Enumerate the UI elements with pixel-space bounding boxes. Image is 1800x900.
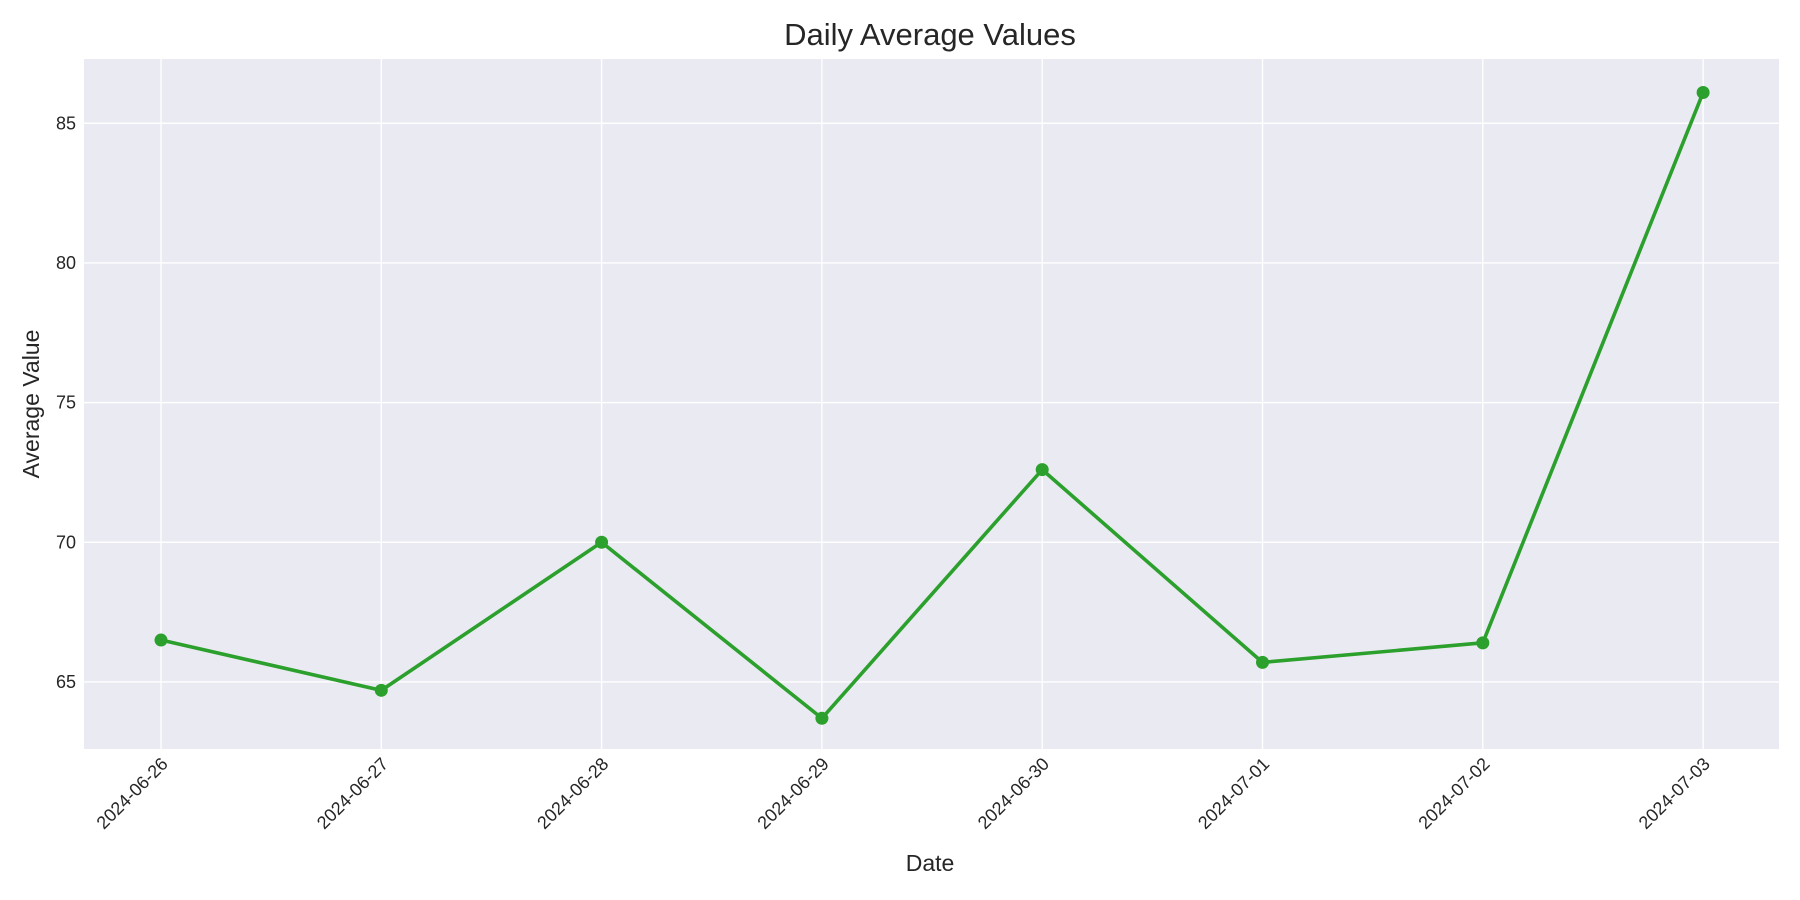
y-tick-label: 70 [56, 532, 76, 552]
vertical-grid [160, 59, 1704, 749]
data-point [1476, 636, 1490, 650]
data-point [1696, 86, 1710, 100]
data-point [1035, 463, 1049, 477]
data-point [374, 683, 388, 697]
data-point [1256, 655, 1269, 669]
x-tick-label: 2024-06-26 [93, 754, 172, 833]
x-tick-label: 2024-06-28 [533, 754, 612, 833]
y-axis-label: Average Value [18, 330, 44, 479]
x-tick-label: 2024-07-02 [1414, 754, 1493, 833]
y-tick-label: 80 [56, 253, 76, 273]
y-tick-label: 65 [56, 672, 76, 692]
y-tick-label: 85 [56, 113, 76, 133]
x-tick-label: 2024-06-29 [753, 754, 832, 833]
x-tick-label: 2024-06-30 [974, 754, 1053, 833]
x-tick-labels: 2024-06-26 2024-06-27 2024-06-28 2024-06-29… [93, 754, 1714, 833]
data-point [595, 535, 609, 549]
y-tick-labels: 65 70 75 80 85 [56, 113, 76, 692]
data-point [815, 711, 829, 725]
x-axis-label: Date [906, 850, 955, 876]
x-tick-label: 2024-06-27 [313, 754, 392, 833]
x-tick-label: 2024-07-01 [1194, 754, 1273, 833]
data-point [154, 633, 168, 647]
plot-background [84, 59, 1779, 749]
series-group [154, 86, 1710, 725]
series-line-0 [159, 90, 1705, 721]
horizontal-grid [84, 122, 1779, 683]
y-tick-label: 75 [56, 393, 76, 413]
x-tick-label: 2024-07-03 [1635, 754, 1714, 833]
chart-title: Daily Average Values [784, 17, 1076, 52]
